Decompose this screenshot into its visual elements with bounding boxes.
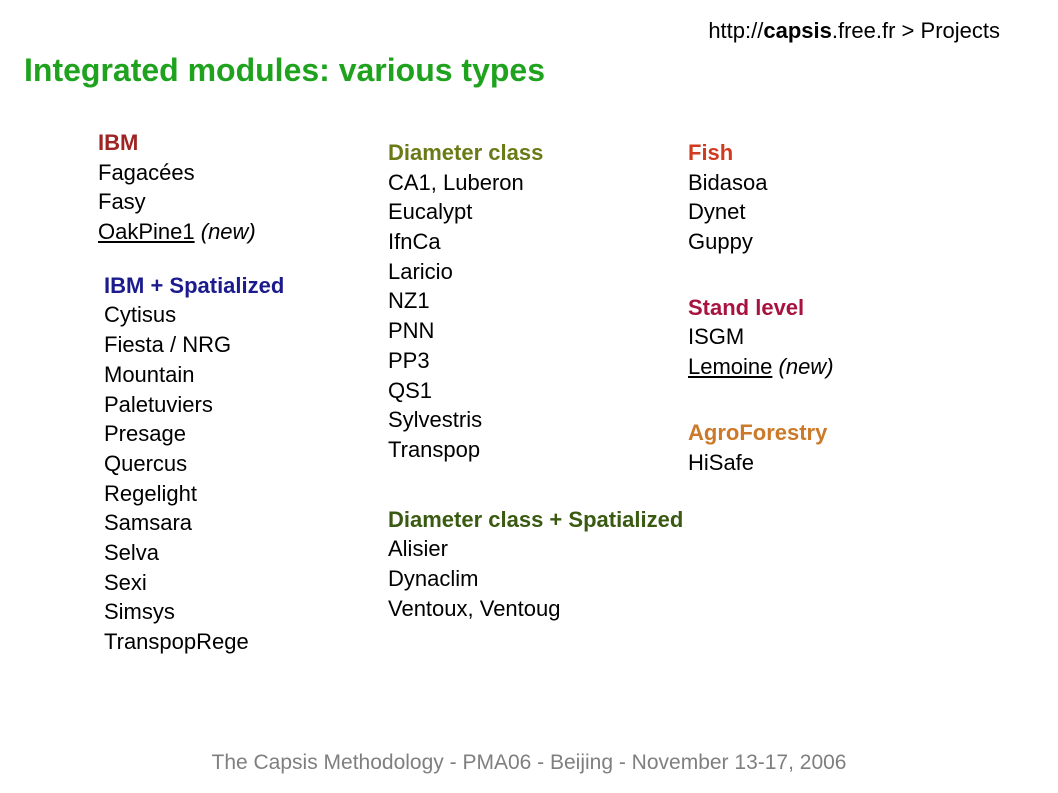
group-title: Stand level <box>688 293 908 323</box>
list-item: Presage <box>104 419 388 449</box>
list-item-text: Fagacées <box>98 160 195 185</box>
list-item-text: OakPine1 <box>98 219 195 244</box>
list-item: QS1 <box>388 376 688 406</box>
list-item: Dynaclim <box>388 564 688 594</box>
group-title: IBM + Spatialized <box>104 271 388 301</box>
list-item: Laricio <box>388 257 688 287</box>
list-item: Bidasoa <box>688 168 908 198</box>
list-item-text: Fasy <box>98 189 146 214</box>
breadcrumb-prefix: http:// <box>708 18 763 43</box>
list-item: Fasy <box>98 187 388 217</box>
list-item: Regelight <box>104 479 388 509</box>
list-item: HiSafe <box>688 448 908 478</box>
list-item: Samsara <box>104 508 388 538</box>
group-diameter-class-spatialized: Diameter class + SpatializedAlisier Dynac… <box>388 505 688 624</box>
list-item-text: Cytisus <box>104 302 176 327</box>
list-item-text: Regelight <box>104 481 197 506</box>
list-item-text: IfnCa <box>388 229 441 254</box>
list-item-text: Ventoux, Ventoug <box>388 596 561 621</box>
list-item-text: Laricio <box>388 259 453 284</box>
list-item: Selva <box>104 538 388 568</box>
list-item-text: Sexi <box>104 570 147 595</box>
list-item: Lemoine (new) <box>688 352 908 382</box>
group-agroforestry: AgroForestryHiSafe <box>688 418 908 477</box>
list-item: IfnCa <box>388 227 688 257</box>
breadcrumb-host-rest: .free.fr <box>832 18 896 43</box>
group-ibm: IBMFagacées Fasy OakPine1 (new) <box>98 128 388 247</box>
list-item: OakPine1 (new) <box>98 217 388 247</box>
list-item: Alisier <box>388 534 688 564</box>
list-item-annotation: (new) <box>772 354 833 379</box>
list-item-text: CA1, Luberon <box>388 170 524 195</box>
group-title: IBM <box>98 128 388 158</box>
group-title: Diameter class <box>388 138 688 168</box>
list-item-text: HiSafe <box>688 450 754 475</box>
list-item-text: Alisier <box>388 536 448 561</box>
list-item-text: TranspopRege <box>104 629 249 654</box>
group-fish: FishBidasoa Dynet Guppy <box>688 138 908 257</box>
list-item-text: Eucalypt <box>388 199 472 224</box>
list-item-text: Samsara <box>104 510 192 535</box>
group-title: Diameter class + Spatialized <box>388 505 688 535</box>
list-item-text: Paletuviers <box>104 392 213 417</box>
list-item-text: QS1 <box>388 378 432 403</box>
list-item: ISGM <box>688 322 908 352</box>
list-item: Transpop <box>388 435 688 465</box>
list-item-text: Simsys <box>104 599 175 624</box>
group-title: AgroForestry <box>688 418 908 448</box>
list-item: Paletuviers <box>104 390 388 420</box>
list-item: PNN <box>388 316 688 346</box>
list-item: Guppy <box>688 227 908 257</box>
list-item: Fiesta / NRG <box>104 330 388 360</box>
list-item-text: Guppy <box>688 229 753 254</box>
breadcrumb: http://capsis.free.fr > Projects <box>708 18 1000 44</box>
list-item-text: Lemoine <box>688 354 772 379</box>
column-2: Diameter classCA1, Luberon Eucalypt IfnCa L… <box>388 138 688 681</box>
list-item-text: Mountain <box>104 362 195 387</box>
list-item-text: Quercus <box>104 451 187 476</box>
group-ibm-spatialized: IBM + SpatializedCytisus Fiesta / NRG Moun… <box>104 271 388 657</box>
page-title: Integrated modules: various types <box>24 52 545 89</box>
list-item: Simsys <box>104 597 388 627</box>
list-item: Sexi <box>104 568 388 598</box>
list-item-text: Presage <box>104 421 186 446</box>
list-item: CA1, Luberon <box>388 168 688 198</box>
list-item-text: Selva <box>104 540 159 565</box>
group-title: Fish <box>688 138 908 168</box>
list-item-text: PP3 <box>388 348 430 373</box>
breadcrumb-sep: > <box>895 18 920 43</box>
list-item: Dynet <box>688 197 908 227</box>
group-diameter-class: Diameter classCA1, Luberon Eucalypt IfnCa L… <box>388 138 688 465</box>
column-3: FishBidasoa Dynet Guppy Stand levelISGM Lem… <box>688 138 908 681</box>
breadcrumb-host-bold: capsis <box>763 18 832 43</box>
list-item: Mountain <box>104 360 388 390</box>
list-item-annotation: (new) <box>195 219 256 244</box>
list-item-text: Sylvestris <box>388 407 482 432</box>
list-item: Ventoux, Ventoug <box>388 594 688 624</box>
list-item: Sylvestris <box>388 405 688 435</box>
list-item: TranspopRege <box>104 627 388 657</box>
breadcrumb-page: Projects <box>921 18 1000 43</box>
list-item: Fagacées <box>98 158 388 188</box>
list-item-text: Transpop <box>388 437 480 462</box>
list-item-text: NZ1 <box>388 288 430 313</box>
list-item: Eucalypt <box>388 197 688 227</box>
footer-text: The Capsis Methodology - PMA06 - Beijing… <box>0 751 1058 775</box>
column-1: IBMFagacées Fasy OakPine1 (new) IBM + Spat… <box>98 128 388 681</box>
list-item-text: Fiesta / NRG <box>104 332 231 357</box>
list-item-text: Dynaclim <box>388 566 478 591</box>
list-item: Cytisus <box>104 300 388 330</box>
list-item: Quercus <box>104 449 388 479</box>
list-item-text: Dynet <box>688 199 745 224</box>
list-item: PP3 <box>388 346 688 376</box>
list-item-text: Bidasoa <box>688 170 768 195</box>
content-columns: IBMFagacées Fasy OakPine1 (new) IBM + Spat… <box>98 128 1008 681</box>
list-item-text: ISGM <box>688 324 744 349</box>
list-item: NZ1 <box>388 286 688 316</box>
group-stand-level: Stand levelISGM Lemoine (new) <box>688 293 908 382</box>
list-item-text: PNN <box>388 318 434 343</box>
